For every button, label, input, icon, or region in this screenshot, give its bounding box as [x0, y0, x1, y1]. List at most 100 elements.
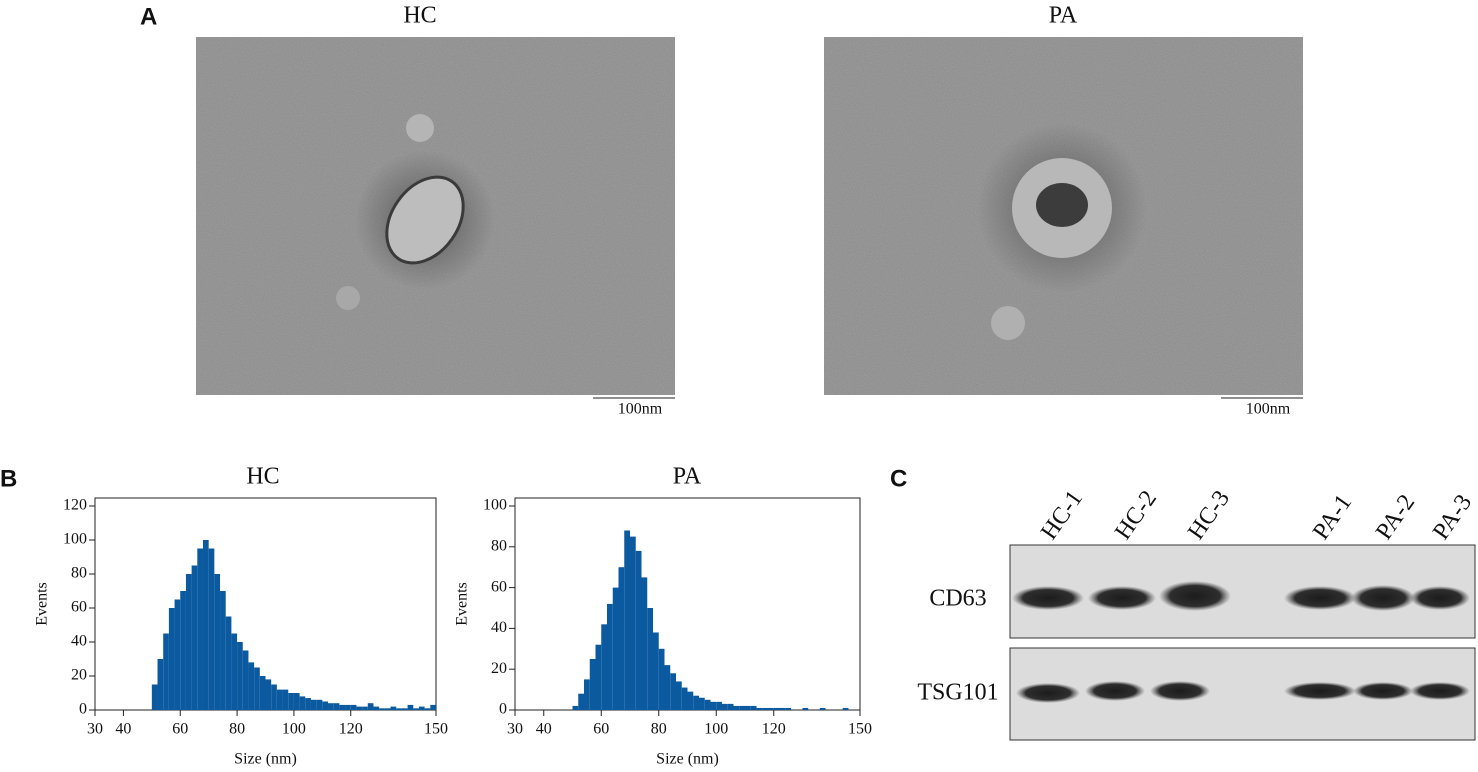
bar	[367, 703, 374, 710]
panel-label: A	[140, 3, 157, 30]
y-tick-label: 100	[63, 531, 87, 548]
y-tick-label: 60	[71, 599, 87, 616]
bar	[572, 705, 579, 710]
y-tick-label: 60	[491, 578, 507, 595]
bar	[316, 699, 323, 710]
bar	[607, 603, 613, 710]
bar	[168, 608, 175, 710]
lane-label: PA-3	[1428, 490, 1477, 545]
bar	[802, 707, 809, 710]
bar	[390, 706, 397, 710]
bar	[722, 703, 728, 710]
panel-label: C	[890, 465, 907, 492]
bar	[379, 708, 385, 710]
bar	[407, 704, 414, 710]
x-tick-label: 60	[593, 721, 609, 738]
bar	[163, 633, 169, 710]
bar	[345, 704, 351, 710]
bar	[745, 705, 751, 710]
bar	[768, 707, 774, 710]
bar	[418, 706, 425, 710]
bar	[595, 644, 602, 710]
bar	[231, 633, 238, 710]
chart-title: HC	[246, 464, 279, 490]
x-axis-label: Size (nm)	[234, 751, 297, 768]
y-tick-label: 40	[71, 633, 87, 650]
y-tick-label: 0	[499, 701, 507, 718]
bar	[773, 707, 780, 710]
bar	[785, 707, 791, 710]
bar	[384, 708, 391, 710]
x-axis-label: Size (nm)	[656, 751, 719, 768]
bar	[185, 574, 192, 710]
y-tick-label: 0	[79, 701, 87, 718]
bar	[333, 703, 340, 710]
bar	[151, 684, 158, 710]
bar	[693, 695, 699, 710]
x-tick-label: 80	[229, 721, 245, 738]
bar	[174, 599, 181, 710]
panel-label: B	[0, 465, 17, 492]
bar	[630, 536, 636, 710]
scale-bar-label: 100nm	[618, 401, 663, 418]
bar	[739, 705, 745, 710]
bar	[641, 577, 648, 710]
lane-label: HC-3	[1183, 486, 1235, 545]
bar	[202, 540, 209, 710]
plot-frame	[514, 497, 861, 711]
x-tick-label: 40	[536, 721, 552, 738]
bar	[676, 681, 682, 710]
bar	[842, 707, 849, 710]
bar	[356, 706, 363, 710]
bar	[578, 693, 584, 710]
bar	[716, 701, 722, 710]
bar	[584, 679, 590, 710]
y-axis-label: Events	[454, 582, 471, 626]
bar	[733, 705, 740, 710]
bar	[214, 574, 221, 710]
y-tick-label: 20	[491, 660, 507, 677]
bar	[225, 616, 232, 710]
bar	[362, 706, 368, 710]
scale-bar-label: 100nm	[1246, 401, 1291, 418]
x-tick-label: 120	[762, 721, 786, 738]
bar	[208, 548, 215, 710]
bar	[254, 667, 260, 710]
bar	[259, 676, 266, 710]
bar	[339, 704, 346, 710]
y-axis-label: Events	[34, 582, 51, 626]
bar	[589, 659, 596, 710]
row-label: CD63	[929, 586, 986, 612]
bar	[670, 673, 676, 710]
bar	[687, 691, 694, 710]
bar	[276, 689, 283, 710]
bar	[819, 707, 826, 710]
bar	[624, 530, 630, 710]
y-tick-label: 100	[483, 497, 507, 514]
x-tick-label: 60	[172, 721, 188, 738]
tem-image	[824, 37, 1303, 395]
image-title: HC	[403, 3, 436, 29]
bar	[413, 708, 419, 710]
bar	[401, 708, 408, 710]
bar	[727, 703, 734, 710]
bar	[779, 707, 786, 710]
bar	[248, 662, 255, 710]
bar	[430, 704, 436, 710]
bar	[396, 708, 402, 710]
bar	[681, 687, 688, 710]
bar	[601, 624, 607, 710]
bar	[350, 704, 357, 710]
bar	[658, 648, 665, 710]
x-tick-label: 30	[87, 721, 103, 738]
bar	[704, 699, 711, 710]
x-tick-label: 120	[339, 721, 363, 738]
image-title: PA	[1049, 3, 1078, 29]
x-tick-label: 150	[848, 721, 872, 738]
bar	[310, 699, 317, 710]
bar	[237, 642, 243, 710]
chart-title: PA	[673, 464, 702, 490]
bar	[756, 707, 763, 710]
x-tick-label: 40	[115, 721, 131, 738]
